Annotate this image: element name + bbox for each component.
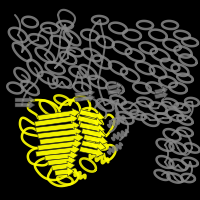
Polygon shape: [15, 96, 35, 104]
Polygon shape: [155, 86, 168, 94]
Polygon shape: [80, 123, 105, 133]
Polygon shape: [108, 82, 122, 90]
Polygon shape: [52, 161, 75, 171]
Polygon shape: [79, 147, 104, 157]
Polygon shape: [108, 87, 122, 95]
Polygon shape: [77, 116, 103, 127]
Polygon shape: [79, 110, 105, 121]
Polygon shape: [75, 94, 95, 102]
Polygon shape: [83, 135, 108, 145]
Polygon shape: [15, 101, 35, 109]
Polygon shape: [75, 89, 95, 97]
Polygon shape: [45, 151, 78, 161]
Polygon shape: [38, 139, 82, 150]
Polygon shape: [40, 133, 84, 144]
Polygon shape: [36, 145, 80, 156]
Polygon shape: [38, 127, 82, 138]
Polygon shape: [36, 121, 80, 132]
Polygon shape: [55, 167, 74, 177]
Polygon shape: [38, 108, 80, 120]
Polygon shape: [48, 156, 76, 166]
Polygon shape: [81, 129, 106, 139]
Polygon shape: [35, 114, 78, 126]
Polygon shape: [81, 141, 106, 151]
Polygon shape: [155, 91, 168, 99]
